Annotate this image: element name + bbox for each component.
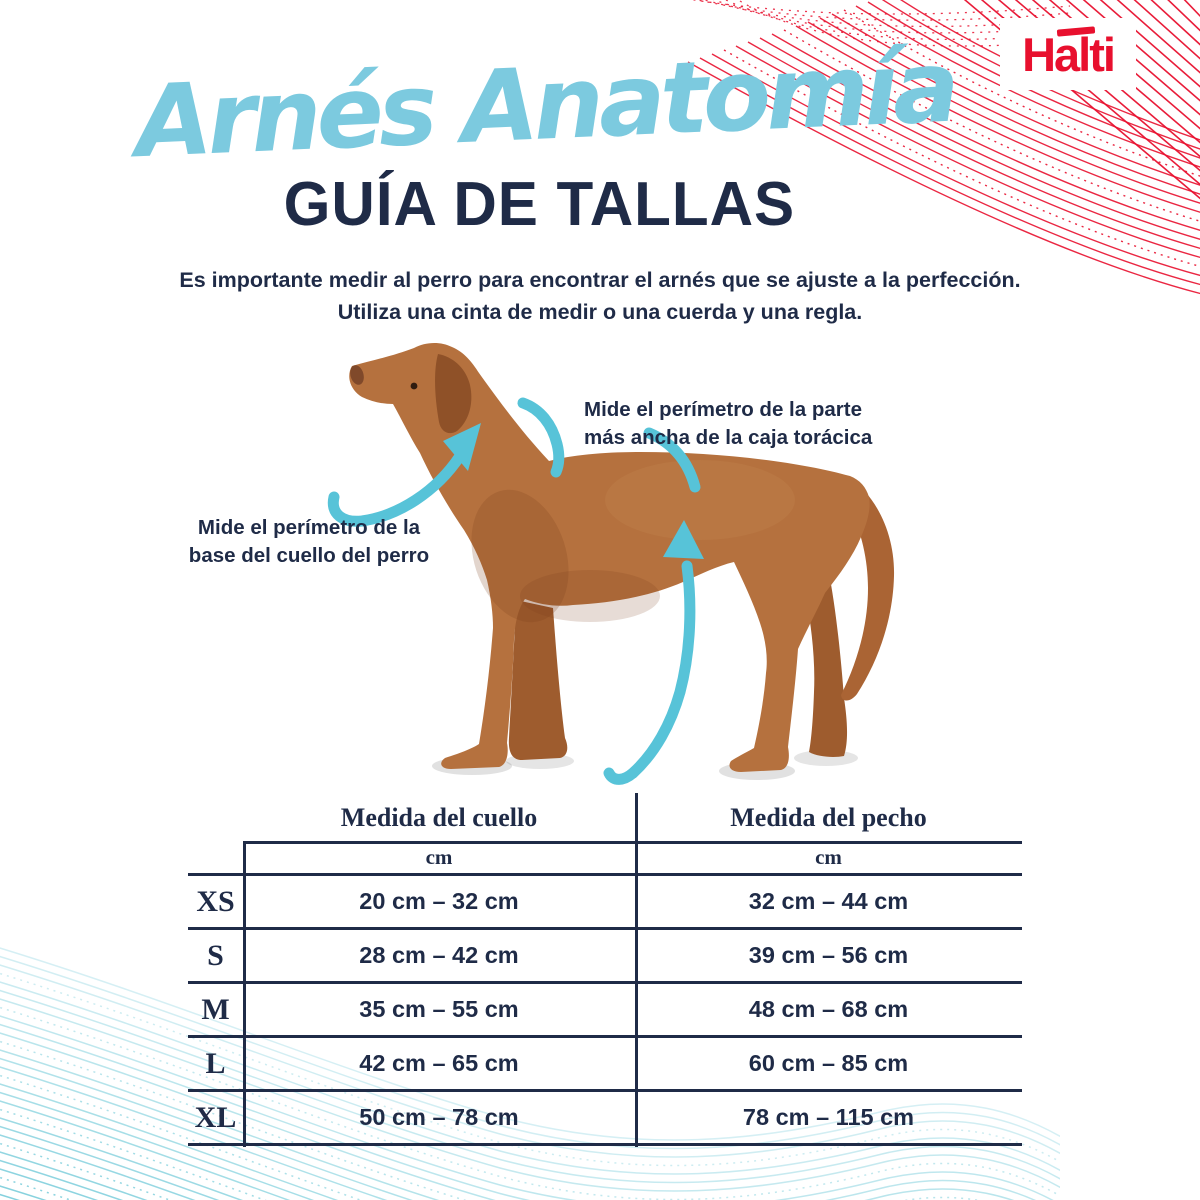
size-table-row: L 42 cm – 65 cm 60 cm – 85 cm bbox=[188, 1038, 1022, 1092]
dog-shading bbox=[471, 460, 795, 623]
chest-range-value: 39 cm – 56 cm bbox=[748, 942, 909, 968]
dog-far-hind-leg bbox=[798, 560, 848, 757]
chest-note-line-2: más ancha de la caja torácica bbox=[584, 426, 873, 449]
paw-shadows bbox=[432, 750, 858, 780]
size-label: L bbox=[205, 1046, 226, 1080]
chest-range-value: 48 cm – 68 cm bbox=[748, 996, 909, 1022]
size-label: S bbox=[207, 938, 224, 972]
neck-range-value: 50 cm – 78 cm bbox=[359, 1104, 519, 1130]
size-table-row: M 35 cm – 55 cm 48 cm – 68 cm bbox=[188, 984, 1022, 1038]
chest-measure-arrow bbox=[603, 427, 704, 785]
chest-measure-note: Mide el perímetro de la parte más ancha … bbox=[584, 396, 872, 452]
size-label: M bbox=[201, 992, 230, 1026]
table-left-vertical-line bbox=[243, 841, 246, 1147]
size-label: XL bbox=[194, 1100, 237, 1134]
dog-nose bbox=[350, 365, 364, 385]
neck-unit-label: cm bbox=[425, 844, 453, 869]
size-table: Medida del cuello Medida del pecho cm cm… bbox=[170, 793, 1030, 1151]
chest-note-line-1: Mide el perímetro de la parte bbox=[584, 398, 862, 421]
table-center-vertical-line bbox=[635, 793, 638, 1147]
neck-range-value: 42 cm – 65 cm bbox=[359, 1050, 519, 1076]
neck-range-value: 20 cm – 32 cm bbox=[359, 888, 519, 914]
neck-range-value: 28 cm – 42 cm bbox=[359, 942, 519, 968]
dog-eye bbox=[410, 382, 418, 390]
size-table-row: S 28 cm – 42 cm 39 cm – 56 cm bbox=[188, 930, 1022, 984]
dog-tail bbox=[838, 478, 895, 701]
intro-line-2: Utiliza una cinta de medir o una cuerda … bbox=[337, 300, 863, 324]
teal-wave-decoration bbox=[0, 947, 1060, 1200]
chest-range-value: 78 cm – 115 cm bbox=[742, 1104, 915, 1130]
neck-column-header: Medida del cuello bbox=[340, 803, 538, 832]
size-label: XS bbox=[196, 884, 235, 918]
halti-logo-text: Halti bbox=[1022, 27, 1116, 81]
table-header-row: Medida del cuello Medida del pecho bbox=[243, 795, 1022, 841]
size-table-row: XS 20 cm – 32 cm 32 cm – 44 cm bbox=[188, 876, 1022, 930]
table-line bbox=[188, 873, 1022, 876]
intro-text: Es importante medir al perro para encont… bbox=[0, 264, 1200, 328]
table-rows: XS 20 cm – 32 cm 32 cm – 44 cm S 28 cm –… bbox=[188, 876, 1022, 1146]
dog-ear bbox=[435, 354, 472, 434]
neck-measure-arrow bbox=[327, 397, 565, 527]
chest-column-header: Medida del pecho bbox=[730, 803, 927, 832]
size-table-row: XL 50 cm – 78 cm 78 cm – 115 cm bbox=[188, 1092, 1022, 1146]
chest-unit-label: cm bbox=[815, 844, 842, 869]
halti-logo: Halti bbox=[1000, 18, 1136, 90]
neck-range-value: 35 cm – 55 cm bbox=[359, 996, 519, 1022]
neck-note-line-1: Mide el perímetro de la bbox=[197, 516, 421, 539]
dog-far-front-leg bbox=[508, 600, 568, 760]
page-title: GUÍA DE TALLAS bbox=[283, 170, 796, 239]
chest-range-value: 60 cm – 85 cm bbox=[748, 1050, 909, 1076]
neck-note-line-2: base del cuello del perro bbox=[188, 544, 430, 567]
neck-measure-note: Mide el perímetro de la base del cuello … bbox=[178, 514, 440, 570]
chest-range-value: 32 cm – 44 cm bbox=[748, 888, 909, 914]
table-line bbox=[243, 841, 1022, 844]
intro-line-1: Es importante medir al perro para encont… bbox=[179, 268, 1021, 292]
table-unit-row: cm cm bbox=[243, 844, 1022, 870]
